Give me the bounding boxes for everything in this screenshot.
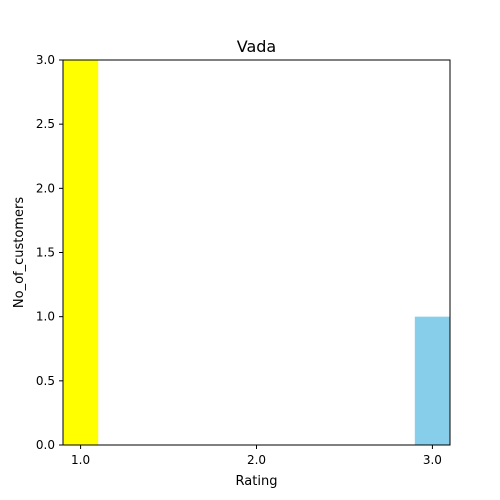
- y-tick-label: 0.0: [36, 438, 55, 452]
- y-axis-ticks: 0.0 0.5 1.0 1.5 2.0 2.5 3.0: [36, 53, 63, 452]
- x-tick-label: 2.0: [247, 453, 266, 467]
- bar-1.0: [63, 60, 99, 445]
- y-tick-label: 3.0: [36, 53, 55, 67]
- x-tick-label: 1.0: [71, 453, 90, 467]
- bars-layer: [63, 60, 450, 445]
- x-axis-label: Rating: [236, 474, 278, 489]
- y-tick-label: 1.5: [36, 246, 55, 260]
- bar-3.0: [414, 316, 450, 445]
- y-tick-label: 2.5: [36, 117, 55, 131]
- y-axis-label: No_of_customers: [12, 197, 27, 308]
- y-tick-label: 1.0: [36, 310, 55, 324]
- x-axis-ticks: 1.0 2.0 3.0: [71, 445, 442, 467]
- x-tick-label: 3.0: [423, 453, 442, 467]
- y-tick-label: 0.5: [36, 374, 55, 388]
- y-tick-label: 2.0: [36, 181, 55, 195]
- chart-title: Vada: [237, 37, 276, 56]
